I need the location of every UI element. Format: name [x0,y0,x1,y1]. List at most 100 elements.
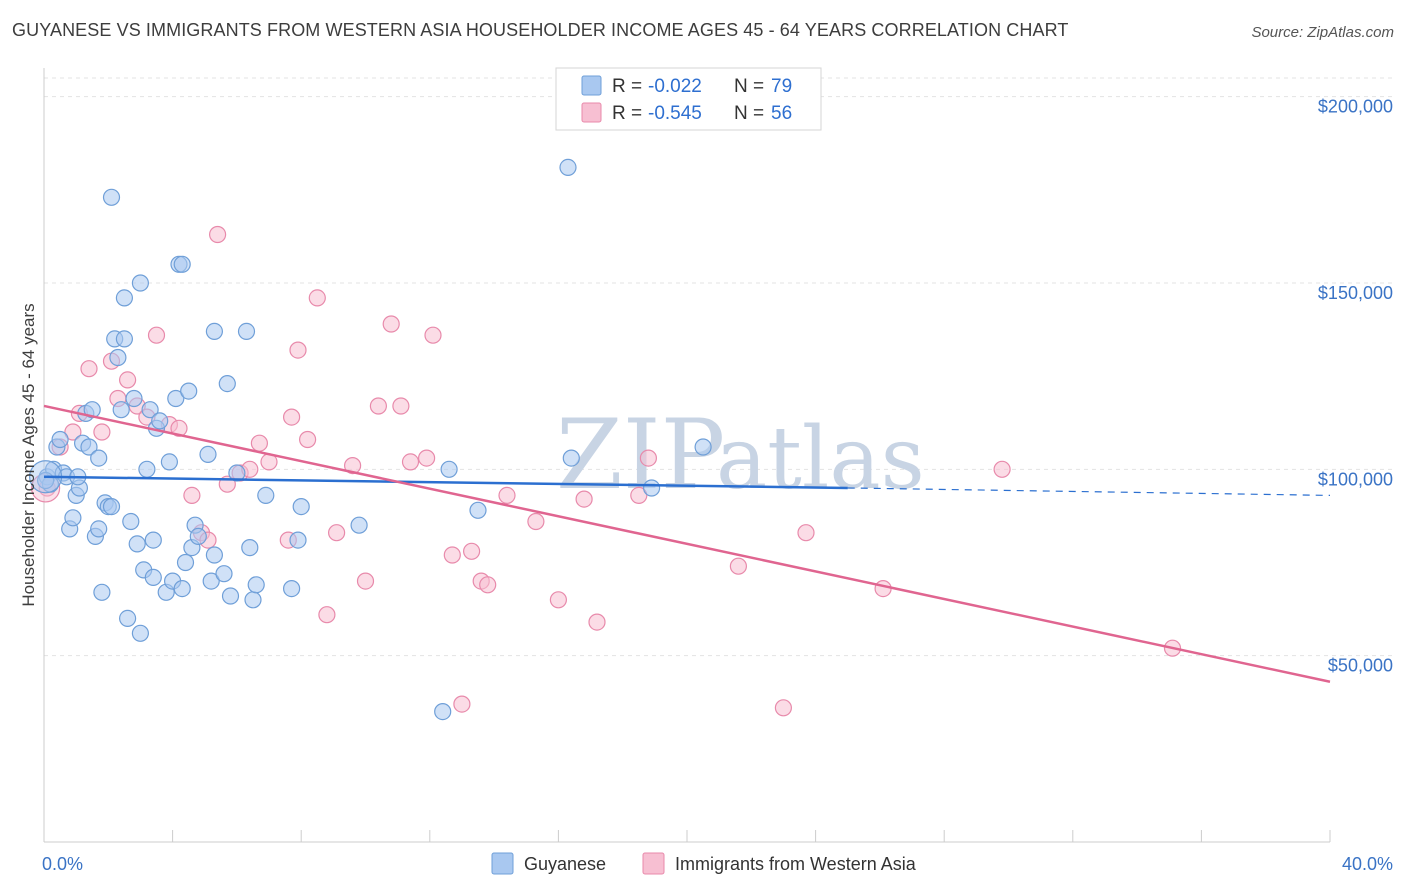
point-guyanese [199,445,217,463]
point-western-asia [479,576,497,594]
point-western-asia [401,453,420,471]
point-guyanese [180,382,198,400]
point-western-asia [170,419,188,437]
point-guyanese [122,512,140,531]
point-guyanese [237,322,256,340]
trend-lines [43,404,1331,683]
point-western-asia [443,546,461,564]
point-guyanese [102,188,121,206]
trend-line-guyanese [43,475,848,490]
point-guyanese [102,498,121,516]
point-guyanese [350,516,368,534]
trend-line-guyanese-extension [847,487,1331,497]
point-guyanese [173,579,191,598]
point-guyanese [247,576,265,594]
legend-n-value-guyanese: 79 [771,76,792,97]
point-western-asia [283,408,301,426]
y-tick-labels: $50,000 $100,000 $150,000 $200,000 [1318,97,1393,676]
legend-r-value-guyanese: -0.022 [648,76,702,97]
point-guyanese [160,453,178,471]
point-guyanese [559,158,577,176]
point-guyanese [128,535,146,553]
point-western-asia [299,430,317,449]
point-western-asia [80,360,98,378]
point-western-asia [639,449,658,467]
bottom-legend-label-guyanese: Guyanese [524,854,606,874]
point-guyanese [115,330,134,348]
point-western-asia [874,579,892,598]
bottom-legend-swatch-western-asia [642,852,665,875]
point-guyanese [131,624,149,642]
point-western-asia [498,486,516,504]
point-western-asia [993,460,1011,478]
point-guyanese [257,486,275,504]
legend-r-value-western-asia: -0.545 [648,103,702,124]
point-western-asia [453,695,471,713]
source-label: Source: ZipAtlas.com [1251,24,1394,41]
point-guyanese [205,546,223,564]
point-western-asia [147,326,166,344]
point-guyanese [562,449,580,467]
point-guyanese [115,289,134,307]
point-guyanese [64,509,82,527]
x-tick-label-max: 40.0% [1342,854,1393,874]
point-guyanese [125,389,143,408]
point-guyanese [83,401,101,419]
point-western-asia [527,512,545,531]
legend-r-label-guyanese: R = [612,76,642,97]
point-western-asia [424,326,442,344]
legend-swatch-guyanese [581,75,602,96]
point-western-asia [183,486,201,504]
point-guyanese [189,527,207,546]
point-western-asia [318,606,336,624]
point-western-asia [418,449,436,467]
point-western-asia [463,542,481,560]
point-western-asia [630,486,648,504]
point-guyanese [205,322,223,340]
x-tick-labels: 0.0% 40.0% [42,854,1393,874]
point-guyanese [109,348,127,367]
point-guyanese [283,579,301,598]
point-western-asia [344,457,362,475]
watermark-atlas: atlas [716,409,925,509]
y-tick-label: $50,000 [1328,656,1393,676]
point-guyanese [151,412,169,430]
chart-title: GUYANESE VS IMMIGRANTS FROM WESTERN ASIA… [12,20,1069,40]
point-western-asia [549,591,568,609]
point-western-asia [250,434,268,452]
y-tick-label: $150,000 [1318,283,1393,303]
point-guyanese [241,538,259,557]
point-western-asia [356,572,375,590]
legend-n-label-guyanese: N = [734,76,764,97]
point-western-asia [392,397,410,415]
grid-lines [44,77,1395,657]
point-guyanese [292,498,310,516]
y-tick-label: $200,000 [1318,97,1393,117]
point-guyanese [144,531,162,549]
point-guyanese [51,430,69,449]
point-western-asia [774,699,793,717]
point-western-asia [575,490,593,508]
point-guyanese [138,460,156,478]
point-guyanese [167,389,185,408]
point-western-asia [588,613,606,631]
point-western-asia [328,524,346,542]
point-guyanese [221,587,240,605]
point-guyanese [228,464,246,482]
point-guyanese [173,255,191,273]
y-axis-label: Householder Income Ages 45 - 64 years [19,303,38,606]
point-western-asia [118,371,137,389]
point-guyanese [469,501,487,519]
point-western-asia [382,315,400,333]
x-tick-label-min: 0.0% [42,854,83,874]
point-western-asia [209,225,227,244]
point-guyanese [112,401,130,419]
point-guyanese [202,572,220,590]
legend-r-label-western-asia: R = [612,103,642,124]
point-guyanese [90,449,108,467]
point-guyanese [440,460,458,478]
point-guyanese [141,401,159,419]
legend-n-label-western-asia: N = [734,103,764,124]
watermark: ZIP atlas [556,399,925,511]
